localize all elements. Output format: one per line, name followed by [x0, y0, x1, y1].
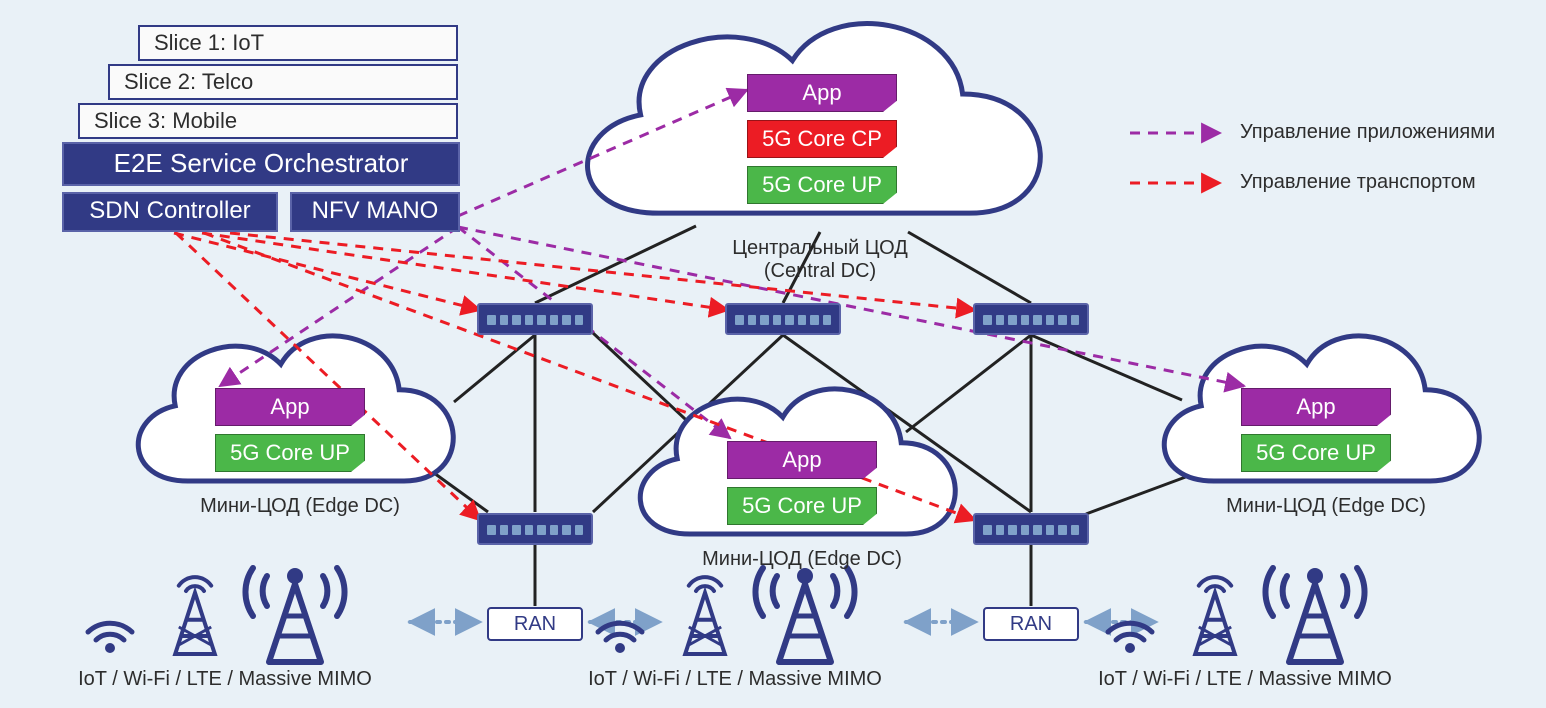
tower-icon — [1195, 577, 1235, 654]
tower-icon — [685, 577, 725, 654]
wifi-icon — [1108, 623, 1152, 653]
e2e-orchestrator: E2E Service Orchestrator — [62, 142, 460, 186]
slice-1: Slice 1: IoT — [138, 25, 458, 61]
switch-icon — [477, 303, 593, 335]
tower-icon — [175, 577, 215, 654]
radio-label-1: IoT / Wi-Fi / LTE / Massive MIMO — [60, 668, 390, 691]
tag-app: App — [727, 441, 877, 479]
switch-icon — [725, 303, 841, 335]
sdn-controller: SDN Controller — [62, 192, 278, 232]
nfv-mano: NFV MANO — [290, 192, 460, 232]
big-tower-icon — [755, 568, 854, 662]
tag-5g-core-up: 5G Core UP — [215, 434, 365, 472]
legend-label-1: Управление приложениями — [1240, 121, 1495, 144]
wifi-icon — [88, 623, 132, 653]
tag-app: App — [215, 388, 365, 426]
slice-2: Slice 2: Telco — [108, 64, 458, 100]
edge-dc-label-1: Мини-ЦОД (Edge DC) — [195, 495, 405, 518]
ran-box-1: RAN — [487, 607, 583, 641]
radio-label-3: IoT / Wi-Fi / LTE / Massive MIMO — [1080, 668, 1410, 691]
ran-box-2: RAN — [983, 607, 1079, 641]
tag-5g-core-up: 5G Core UP — [1241, 434, 1391, 472]
tag-app: App — [1241, 388, 1391, 426]
tag-app: App — [747, 74, 897, 112]
switch-icon — [973, 303, 1089, 335]
wifi-icon — [598, 623, 642, 653]
edge-dc-label-2: Мини-ЦОД (Edge DC) — [697, 548, 907, 571]
tag-5g-core-up: 5G Core UP — [727, 487, 877, 525]
radio-label-2: IoT / Wi-Fi / LTE / Massive MIMO — [570, 668, 900, 691]
switch-icon — [973, 513, 1089, 545]
big-tower-icon — [1265, 568, 1364, 662]
big-tower-icon — [245, 568, 344, 662]
tag-5g-core-up: 5G Core UP — [747, 166, 897, 204]
edge-dc-label-3: Мини-ЦОД (Edge DC) — [1221, 495, 1431, 518]
switch-icon — [477, 513, 593, 545]
slice-3: Slice 3: Mobile — [78, 103, 458, 139]
central-dc-label: Центральный ЦОД(Central DC) — [720, 237, 920, 283]
legend-label-2: Управление транспортом — [1240, 171, 1476, 194]
tag-5g-core-cp: 5G Core CP — [747, 120, 897, 158]
